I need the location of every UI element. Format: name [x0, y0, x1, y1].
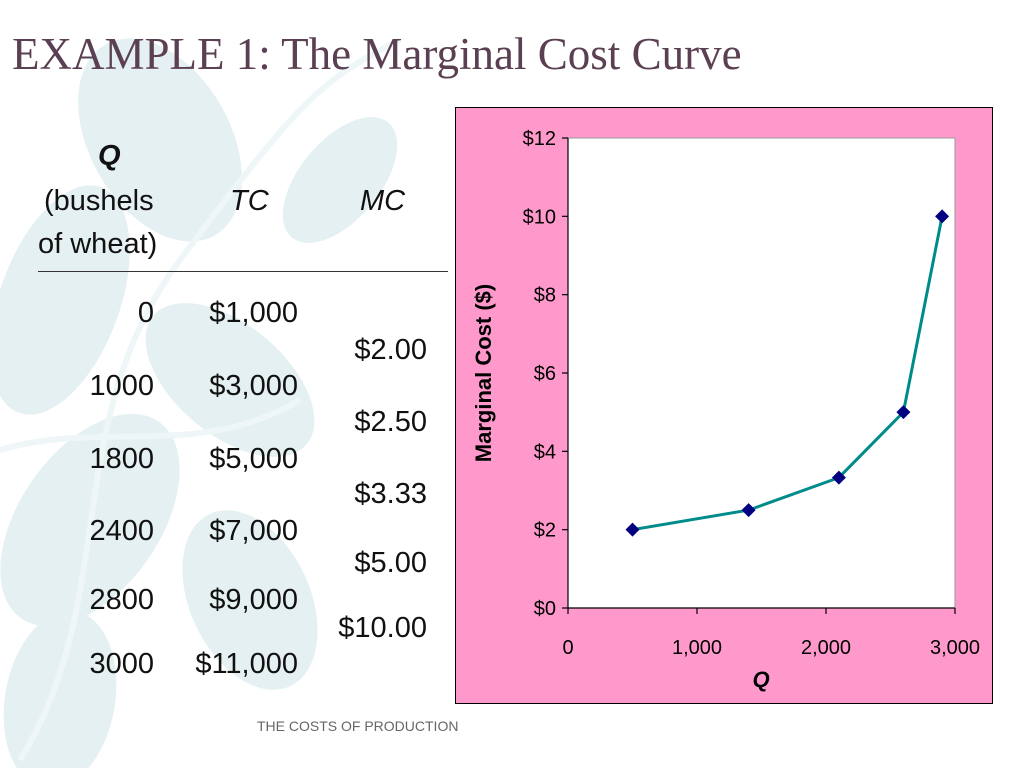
mc-column-header: MC [360, 185, 406, 217]
marginal-cost-chart: $0 $2 $4 $6 $8 $10 $12 0 1,000 2,000 3,000 Margin… [455, 107, 993, 704]
data-point-marker [625, 522, 640, 537]
y-axis-label: Marginal Cost ($) [471, 284, 496, 462]
tc-cell: $1,000 [209, 297, 298, 329]
x-tick-label: 1,000 [672, 637, 722, 659]
x-axis: 0 1,000 2,000 3,000 [562, 607, 980, 659]
q-cell: 2400 [89, 515, 154, 547]
mc-cell: $2.00 [354, 334, 427, 366]
q-cell: 1000 [89, 370, 154, 402]
y-tick-label: $6 [534, 363, 556, 385]
tc-cell: $3,000 [209, 370, 298, 402]
y-tick-label: $10 [523, 206, 556, 228]
x-tick-label: 3,000 [930, 637, 980, 659]
data-point-marker [831, 470, 846, 485]
mc-cell: $5.00 [354, 547, 427, 579]
mc-cell: $10.00 [338, 612, 427, 644]
tc-cell: $5,000 [209, 443, 298, 475]
y-axis: $0 $2 $4 $6 $8 $10 $12 [523, 128, 569, 620]
tc-cell: $11,000 [195, 648, 298, 680]
tc-cell: $7,000 [209, 515, 298, 547]
data-point-marker [935, 209, 950, 224]
page-title: EXAMPLE 1: The Marginal Cost Curve [12, 29, 742, 79]
y-tick-label: $0 [534, 598, 556, 620]
mc-cell: $2.50 [354, 406, 427, 438]
mc-cell: $3.33 [354, 478, 427, 510]
footer-text: THE COSTS OF PRODUCTION [257, 718, 459, 734]
q-cell: 2800 [89, 584, 154, 616]
x-axis-label: Q [752, 667, 769, 692]
tc-column-header: TC [230, 185, 269, 217]
data-point-marker [896, 405, 911, 420]
data-point-marker [741, 503, 756, 518]
q-cell: 3000 [89, 648, 154, 680]
series-layer [625, 209, 950, 537]
x-tick-label: 2,000 [801, 637, 851, 659]
q-cell: 1800 [89, 443, 154, 475]
q-cell: 0 [137, 297, 154, 329]
plot-area [567, 137, 956, 609]
y-tick-label: $8 [534, 285, 556, 307]
q-column-title: Q [98, 140, 121, 172]
q-column-subtitle-line1: (bushels [44, 185, 154, 217]
table-header-divider [38, 271, 448, 272]
y-tick-label: $12 [523, 128, 556, 150]
tc-cell: $9,000 [209, 584, 298, 616]
y-tick-label: $2 [534, 520, 556, 542]
x-tick-label: 0 [562, 637, 573, 659]
q-column-subtitle-line2: of wheat) [38, 228, 158, 260]
y-tick-label: $4 [534, 441, 556, 463]
